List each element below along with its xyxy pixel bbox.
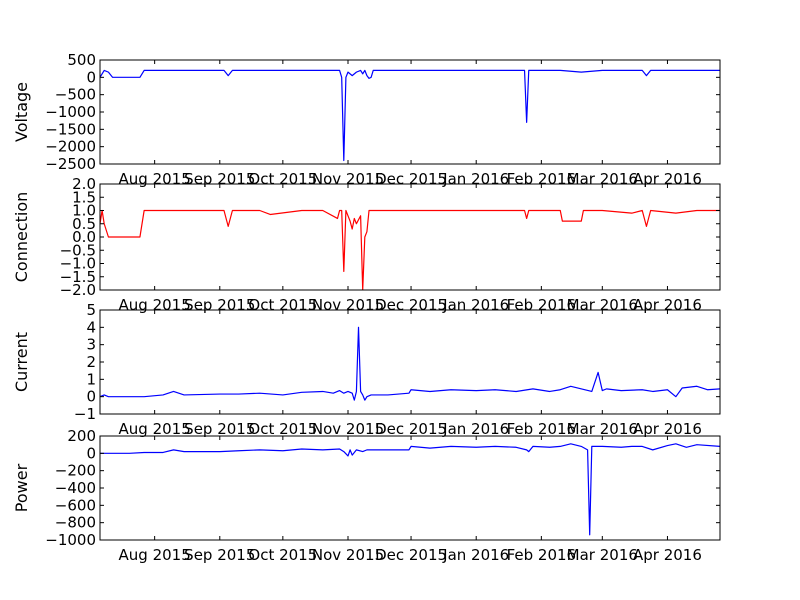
y-axis-label: Voltage — [12, 82, 31, 142]
x-tick-label: Nov 2015 — [312, 546, 384, 564]
y-tick-label: −2000 — [45, 138, 96, 156]
x-tick-label: Feb 2016 — [507, 546, 577, 564]
y-tick-label: −1.5 — [60, 268, 96, 286]
y-tick-label: −0.5 — [60, 241, 96, 259]
y-tick-label: 500 — [67, 51, 96, 69]
y-tick-label: 2.0 — [72, 175, 96, 193]
y-tick-label: −1000 — [45, 103, 96, 121]
y-tick-label: −800 — [55, 514, 96, 532]
plot-frame — [99, 183, 721, 291]
y-tick-label: −1 — [74, 405, 96, 423]
y-axis-label: Connection — [12, 192, 31, 283]
y-tick-label: −2500 — [45, 155, 96, 173]
plot-frame — [99, 59, 721, 165]
y-tick-label: −600 — [55, 496, 96, 514]
x-tick-label: Mar 2016 — [567, 546, 638, 564]
y-tick-label: 1 — [86, 370, 96, 388]
y-tick-label: −200 — [55, 462, 96, 480]
x-tick-label: Feb 2016 — [507, 420, 577, 438]
y-tick-label: 5 — [86, 301, 96, 319]
y-tick-label: 4 — [86, 318, 96, 336]
x-tick-label: Oct 2015 — [248, 420, 317, 438]
x-tick-label: Dec 2015 — [375, 546, 447, 564]
y-tick-label: 0.0 — [72, 228, 96, 246]
y-tick-label: −2.0 — [60, 281, 96, 299]
y-tick-label: 0 — [86, 68, 96, 86]
y-tick-label: −400 — [55, 479, 96, 497]
y-tick-label: −500 — [55, 86, 96, 104]
y-tick-label: 0 — [86, 444, 96, 462]
series-line-2-0 — [100, 326, 720, 401]
y-axis-label: Current — [12, 332, 31, 392]
x-tick-label: Oct 2015 — [248, 546, 317, 564]
series-line-0-0 — [100, 69, 720, 162]
y-tick-label: −1000 — [45, 531, 96, 549]
x-tick-label: Mar 2016 — [567, 420, 638, 438]
y-tick-label: 1.0 — [72, 202, 96, 220]
x-tick-label: Jan 2016 — [442, 546, 509, 564]
y-tick-label: −1500 — [45, 120, 96, 138]
series-line-1-0 — [100, 209, 720, 290]
y-tick-label: 1.5 — [72, 188, 96, 206]
x-tick-label: Nov 2015 — [312, 420, 384, 438]
y-tick-label: −1.0 — [60, 255, 96, 273]
y-tick-label: 0 — [86, 388, 96, 406]
x-tick-label: Jan 2016 — [442, 420, 509, 438]
x-tick-label: Sep 2015 — [184, 546, 255, 564]
y-tick-label: 200 — [67, 427, 96, 445]
y-axis-label: Power — [12, 463, 31, 512]
x-tick-label: Sep 2015 — [184, 420, 255, 438]
x-tick-label: Dec 2015 — [375, 420, 447, 438]
x-tick-label: Apr 2016 — [633, 420, 702, 438]
x-tick-label: Aug 2015 — [119, 420, 191, 438]
y-tick-label: 0.5 — [72, 215, 96, 233]
y-tick-label: 2 — [86, 353, 96, 371]
series-line-3-0 — [100, 443, 720, 536]
y-tick-label: 3 — [86, 336, 96, 354]
plot-frame — [99, 309, 721, 415]
x-tick-label: Apr 2016 — [633, 546, 702, 564]
x-tick-label: Aug 2015 — [119, 546, 191, 564]
